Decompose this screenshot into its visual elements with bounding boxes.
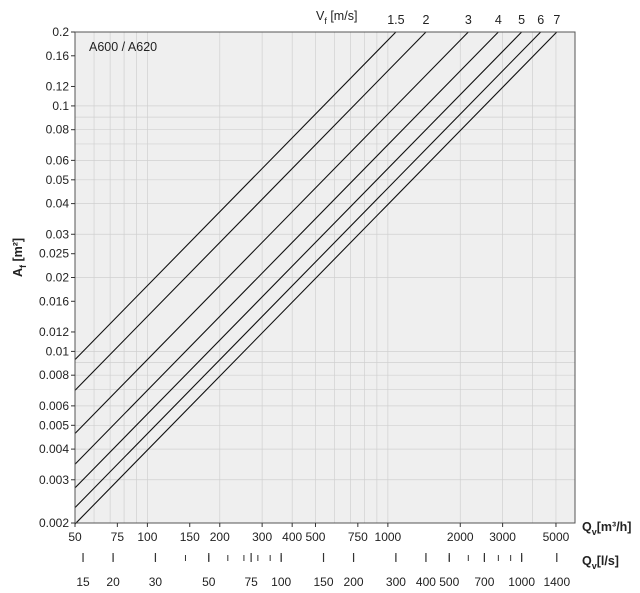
x2-tick-label: 50 (202, 575, 216, 589)
y-tick-label: 0.05 (46, 173, 70, 187)
x-tick-label: 5000 (543, 530, 570, 544)
velocity-line-4 (74, 31, 499, 465)
x2-tick-label: 300 (386, 575, 406, 589)
x-tick-label: 2000 (447, 530, 474, 544)
y-tick-label: 0.005 (39, 418, 69, 432)
y-tick-label: 0.016 (39, 294, 69, 308)
x2-tick-label: 1000 (508, 575, 535, 589)
velocity-line-7 (74, 31, 558, 525)
x2-tick-label: 700 (474, 575, 494, 589)
y-tick-label: 0.006 (39, 399, 69, 413)
y-tick-label: 0.06 (46, 153, 70, 167)
x-tick-label: 400 (282, 530, 302, 544)
x-axis-ls: 15 20 30 50 75 100 150 200 300 400 500 700 1000 1400 (76, 553, 570, 589)
x-tick-label: 300 (252, 530, 272, 544)
x-axis-title-m3h: Qv[m³/h] (582, 520, 631, 537)
x-tick-label: 750 (348, 530, 368, 544)
y-tick-label: 0.01 (46, 344, 70, 358)
y-tick-label: 0.04 (46, 197, 70, 211)
series-lines (74, 31, 558, 525)
x-tick-label: 75 (111, 530, 125, 544)
velocity-line-6 (74, 31, 542, 509)
y-tick-label: 0.003 (39, 473, 69, 487)
x2-tick-label: 15 (76, 575, 90, 589)
grid (75, 32, 575, 523)
x-tick-label: 50 (68, 530, 82, 544)
x-tick-label: 150 (180, 530, 200, 544)
velocity-label: 5 (518, 13, 525, 27)
y-tick-label: 0.004 (39, 442, 69, 456)
velocity-line-1-5 (74, 31, 397, 360)
velocity-line-5 (74, 31, 523, 489)
y-axis-title: Af [m²] (11, 238, 28, 277)
velocity-label: 7 (553, 13, 560, 27)
velocity-label: 1.5 (387, 13, 404, 27)
x-tick-label: 200 (210, 530, 230, 544)
x2-tick-label: 150 (314, 575, 334, 589)
velocity-line-3 (74, 31, 469, 434)
x-tick-label: 3000 (489, 530, 516, 544)
x2-tick-label: 200 (344, 575, 364, 589)
y-tick-label: 0.2 (52, 25, 69, 39)
velocity-labels: 1.5 2 3 4 5 6 7 (387, 13, 560, 27)
chart-annotation: A600 / A620 (89, 40, 157, 54)
velocity-label: 4 (495, 13, 502, 27)
y-tick-label: 0.12 (46, 79, 70, 93)
x2-tick-label: 100 (271, 575, 291, 589)
y-tick-label: 0.1 (52, 99, 69, 113)
y-tick-label: 0.025 (39, 247, 69, 261)
y-axis: 0.002 0.003 0.004 0.005 0.006 0.008 0.01 0.012 0… (39, 25, 75, 530)
x2-tick-label: 500 (439, 575, 459, 589)
y-tick-label: 0.012 (39, 325, 69, 339)
x2-tick-label: 30 (149, 575, 163, 589)
velocity-label: 3 (465, 13, 472, 27)
velocity-axis-title: Vf [m/s] (316, 9, 357, 26)
y-tick-label: 0.16 (46, 49, 70, 63)
y-tick-label: 0.02 (46, 271, 70, 285)
x2-tick-label: 75 (244, 575, 258, 589)
x2-tick-label: 20 (106, 575, 120, 589)
x-tick-label: 500 (305, 530, 325, 544)
y-tick-label: 0.08 (46, 123, 70, 137)
x2-tick-label: 400 (416, 575, 436, 589)
x-axis-m3h: 50 75 100 150 200 300 400 500 750 1000 2000 3000 500… (68, 523, 570, 544)
y-tick-label: 0.002 (39, 516, 69, 530)
x-tick-label: 100 (137, 530, 157, 544)
x-tick-label: 1000 (375, 530, 402, 544)
velocity-label: 2 (422, 13, 429, 27)
velocity-label: 6 (537, 13, 544, 27)
y-tick-label: 0.008 (39, 368, 69, 382)
x2-tick-label: 1400 (543, 575, 570, 589)
x-axis-title-ls: Qv[l/s] (582, 554, 619, 571)
y-tick-label: 0.03 (46, 227, 70, 241)
velocity-line-2 (74, 31, 427, 391)
